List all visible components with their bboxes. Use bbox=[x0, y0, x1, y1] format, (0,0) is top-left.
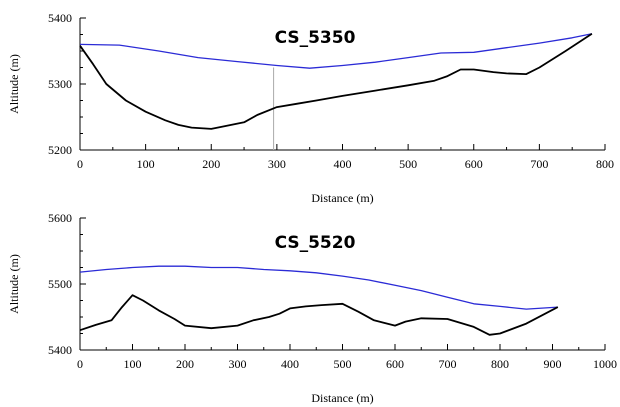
panel-2-x-axis-title: Distance (m) bbox=[311, 391, 373, 405]
panel-1-x-tick-label: 700 bbox=[530, 157, 548, 171]
panel-1-y-tick-label: 5200 bbox=[48, 143, 72, 157]
panel-1-x-axis-title: Distance (m) bbox=[311, 191, 373, 205]
panel-2-y-tick-label: 5600 bbox=[48, 211, 72, 225]
panel-2-x-tick-label: 600 bbox=[386, 357, 404, 371]
panel-2-x-tick-label: 200 bbox=[176, 357, 194, 371]
panel-1-x-tick-label: 400 bbox=[334, 157, 352, 171]
panel-2-x-tick-label: 100 bbox=[124, 357, 142, 371]
panel-1-x-tick-label: 200 bbox=[202, 157, 220, 171]
panel-2-x-tick-label: 500 bbox=[334, 357, 352, 371]
panel-1-surface-line bbox=[79, 33, 593, 69]
panel-2-title: CS_5520 bbox=[275, 233, 356, 253]
panel-2-x-tick-label: 900 bbox=[544, 357, 562, 371]
panel-1-x-tick-label: 0 bbox=[77, 157, 83, 171]
panel-2-surface-line bbox=[79, 265, 558, 310]
panel-2-x-tick-label: 300 bbox=[229, 357, 247, 371]
panel-1-x-tick-label: 300 bbox=[268, 157, 286, 171]
panel-1-x-tick-label: 800 bbox=[596, 157, 614, 171]
panel-1-x-tick-label: 100 bbox=[137, 157, 155, 171]
panel-1-y-axis-title: Altitude (m) bbox=[7, 54, 21, 114]
panel-2-bed-line bbox=[79, 294, 559, 336]
panel-2-x-tick-label: 1000 bbox=[593, 357, 617, 371]
panel-1-bed-line bbox=[79, 33, 593, 130]
panel-2-y-tick-label: 5400 bbox=[48, 343, 72, 357]
panel-2-x-tick-label: 700 bbox=[439, 357, 457, 371]
panel-1-title: CS_5350 bbox=[275, 28, 356, 48]
panel-2-x-tick-label: 400 bbox=[281, 357, 299, 371]
panel-2-x-tick-label: 800 bbox=[491, 357, 509, 371]
panel-2-x-tick-label: 0 bbox=[77, 357, 83, 371]
panel-1-x-tick-label: 600 bbox=[465, 157, 483, 171]
panel-1-x-tick-label: 500 bbox=[399, 157, 417, 171]
panel-2-y-axis-title: Altitude (m) bbox=[7, 254, 21, 314]
panel-1-y-tick-label: 5400 bbox=[48, 11, 72, 25]
panel-2-y-tick-label: 5500 bbox=[48, 277, 72, 291]
panel-1-y-tick-label: 5300 bbox=[48, 77, 72, 91]
